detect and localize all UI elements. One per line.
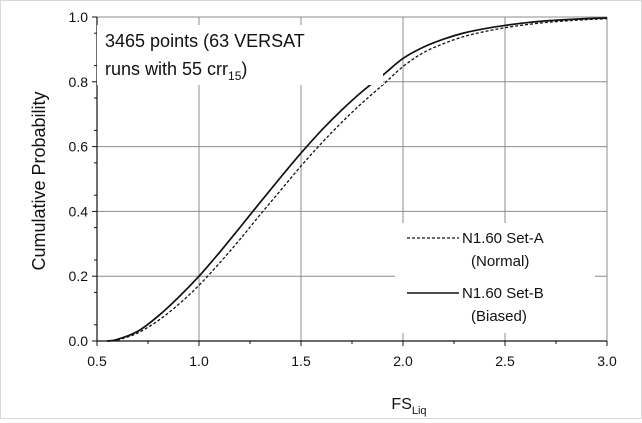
annotation-background [97,25,383,85]
annotation-subscript: 15 [228,69,242,83]
x-axis-title-subscript: Liq [412,405,427,417]
series-line-set-a [107,17,608,342]
y-tick-label: 0.6 [69,139,89,155]
y-axis-title: Cumulative Probability [29,91,49,270]
series-layer [107,17,608,342]
y-tick-label: 0.8 [69,74,89,90]
x-axis-title-main: FS [391,396,411,413]
x-axis-title: FSLiq [391,396,426,417]
x-tick-label: 1.5 [291,353,311,369]
series-line-set-b [107,17,608,342]
legend-sublabel-set-a: (Normal) [471,253,529,270]
annotation-line-1: 3465 points (63 VERSAT [105,31,305,51]
x-tick-label: 0.5 [87,353,107,369]
x-tick-label: 3.0 [597,353,617,369]
y-tick-label: 0.2 [69,268,89,284]
x-tick-label: 1.0 [189,353,209,369]
legend-sublabel-set-b: (Biased) [471,308,527,325]
axes [92,16,608,346]
legend-background [395,223,595,333]
legend-label-set-a: N1.60 Set-A [462,230,544,247]
y-tick-label: 1.0 [69,9,89,25]
annotation-line-2-main: runs with 55 crr [105,59,228,79]
y-tick-label: 0.0 [69,333,89,349]
y-tick-label: 0.4 [69,203,89,219]
x-tick-label: 2.5 [495,353,515,369]
annotation-line-2: runs with 55 crr15) [105,59,247,83]
legend: N1.60 Set-A (Normal) N1.60 Set-B (Biased… [395,223,595,333]
tick-labels: 0.0 0.2 0.4 0.6 0.8 1.0 0.5 1.0 1.5 2.0 2.5 3.0 [69,9,617,369]
legend-label-set-b: N1.60 Set-B [462,285,544,302]
annotation-line-2-end: ) [241,59,247,79]
x-tick-label: 2.0 [393,353,413,369]
